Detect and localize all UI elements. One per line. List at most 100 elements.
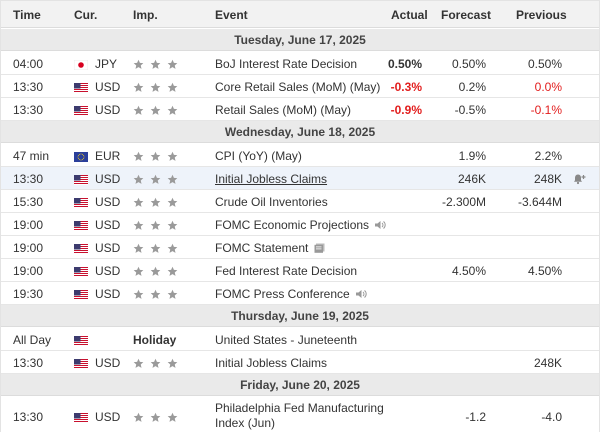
star-icon	[133, 197, 144, 208]
event-name[interactable]: Initial Jobless Claims	[215, 356, 327, 370]
us-flag-icon	[74, 243, 88, 254]
event-name-text: FOMC Press Conference	[215, 287, 350, 301]
event-name[interactable]: FOMC Economic Projections	[215, 218, 386, 232]
event-previous: 248K	[533, 356, 562, 370]
event-previous: 2.2%	[534, 149, 562, 163]
star-icon	[150, 105, 161, 116]
event-forecast: 0.50%	[451, 57, 486, 71]
event-name[interactable]: Crude Oil Inventories	[215, 195, 328, 209]
date-header: Wednesday, June 18, 2025	[1, 121, 599, 143]
event-name[interactable]: Core Retail Sales (MoM) (May)	[215, 80, 380, 94]
event-previous: -3.644M	[517, 195, 562, 209]
importance-stars	[133, 150, 184, 164]
event-row[interactable]: 19:00 USD Fed Interest Rate Decision 4.50% 4…	[1, 259, 599, 282]
event-name-text: Retail Sales (MoM) (May)	[215, 103, 352, 117]
event-time: 19:30	[13, 287, 44, 301]
col-header-forecast[interactable]: Forecast	[441, 8, 492, 22]
event-name[interactable]: United States - Juneteenth	[215, 333, 357, 347]
star-icon	[150, 197, 161, 208]
star-icon	[133, 105, 144, 116]
col-header-time[interactable]: Time	[13, 8, 41, 22]
event-time: 13:30	[13, 172, 44, 186]
us-flag-icon	[74, 335, 88, 346]
event-currency: USD	[95, 356, 121, 370]
event-previous: 0.0%	[534, 80, 562, 94]
us-flag-icon	[74, 266, 88, 277]
event-name[interactable]: FOMC Press Conference	[215, 287, 367, 301]
event-row[interactable]: 13:30 USD Retail Sales (MoM) (May) -0.9% -0.…	[1, 98, 599, 121]
star-icon	[150, 289, 161, 300]
importance-stars	[133, 265, 184, 279]
event-name[interactable]: BoJ Interest Rate Decision	[215, 57, 357, 71]
event-previous: 4.50%	[527, 264, 562, 278]
event-row[interactable]: 15:30 USD Crude Oil Inventories -2.300M -3.6…	[1, 190, 599, 213]
event-row[interactable]: 13:30 USD Philadelphia Fed Manufacturing I…	[1, 397, 599, 432]
event-row[interactable]: All Day Holiday United States - Juneteenth	[1, 328, 599, 351]
event-actual: -0.3%	[390, 80, 422, 94]
star-icon	[133, 59, 144, 70]
event-name-text: CPI (YoY) (May)	[215, 149, 302, 163]
event-row[interactable]: 04:00 JPY BoJ Interest Rate Decision 0.50% 0…	[1, 52, 599, 75]
event-currency: USD	[95, 287, 121, 301]
event-row[interactable]: 13:30 USD Initial Jobless Claims 246K 248K	[1, 167, 599, 190]
col-header-actual[interactable]: Actual	[391, 8, 428, 22]
event-name[interactable]: CPI (YoY) (May)	[215, 149, 302, 163]
star-icon	[133, 358, 144, 369]
event-name-text: Initial Jobless Claims	[215, 356, 328, 370]
star-icon	[167, 197, 178, 208]
col-header-event[interactable]: Event	[215, 8, 248, 22]
importance-stars	[133, 196, 184, 210]
event-time: 13:30	[13, 80, 44, 94]
event-name-text: Crude Oil Inventories	[215, 195, 328, 209]
speaker-icon	[355, 288, 367, 298]
star-icon	[167, 151, 178, 162]
event-row[interactable]: 19:00 USD FOMC Statement	[1, 236, 599, 259]
event-forecast: -2.300M	[441, 195, 486, 209]
star-icon	[150, 59, 161, 70]
event-currency: USD	[95, 80, 121, 94]
star-icon	[167, 82, 178, 93]
event-name-text: BoJ Interest Rate Decision	[215, 57, 358, 71]
event-currency: EUR	[95, 149, 121, 163]
us-flag-icon	[74, 197, 88, 208]
star-icon	[150, 412, 161, 423]
col-header-previous[interactable]: Previous	[516, 8, 567, 22]
event-name[interactable]: Fed Interest Rate Decision	[215, 264, 357, 278]
date-header: Tuesday, June 17, 2025	[1, 29, 599, 51]
event-time: 13:30	[13, 410, 44, 424]
star-icon	[167, 358, 178, 369]
event-previous: 0.50%	[527, 57, 562, 71]
event-currency: USD	[95, 195, 121, 209]
event-name-text: Core Retail Sales (MoM) (May)	[215, 80, 381, 94]
event-name[interactable]: FOMC Statement	[215, 241, 325, 255]
date-header: Friday, June 20, 2025	[1, 374, 599, 396]
event-name[interactable]: Initial Jobless Claims	[215, 172, 327, 186]
importance-stars	[133, 104, 184, 118]
event-currency: USD	[95, 410, 121, 424]
event-currency: USD	[95, 264, 121, 278]
us-flag-icon	[74, 358, 88, 369]
importance-stars	[133, 81, 184, 95]
event-name[interactable]: Retail Sales (MoM) (May)	[215, 103, 351, 117]
event-row[interactable]: 19:00 USD FOMC Economic Projections	[1, 213, 599, 236]
star-icon	[167, 174, 178, 185]
event-name-text: Philadelphia Fed Manufacturing Index (Ju…	[215, 401, 384, 430]
event-row[interactable]: 13:30 USD Core Retail Sales (MoM) (May) -0.…	[1, 75, 599, 98]
event-row[interactable]: 19:30 USD FOMC Press Conference	[1, 282, 599, 305]
star-icon	[133, 151, 144, 162]
col-header-importance[interactable]: Imp.	[133, 8, 158, 22]
event-name[interactable]: Philadelphia Fed Manufacturing Index (Ju…	[215, 401, 395, 431]
event-previous: -4.0	[541, 410, 562, 424]
star-icon	[150, 220, 161, 231]
event-currency: USD	[95, 241, 121, 255]
event-row[interactable]: 47 min EUR CPI (YoY) (May) 1.9% 2.2%	[1, 144, 599, 167]
event-row[interactable]: 13:30 USD Initial Jobless Claims 248K	[1, 351, 599, 374]
col-header-currency[interactable]: Cur.	[74, 8, 98, 22]
event-currency: USD	[95, 103, 121, 117]
star-icon	[133, 82, 144, 93]
bell-plus-icon[interactable]	[573, 173, 587, 185]
event-time: 19:00	[13, 264, 44, 278]
star-icon	[150, 174, 161, 185]
importance-stars	[133, 58, 184, 72]
